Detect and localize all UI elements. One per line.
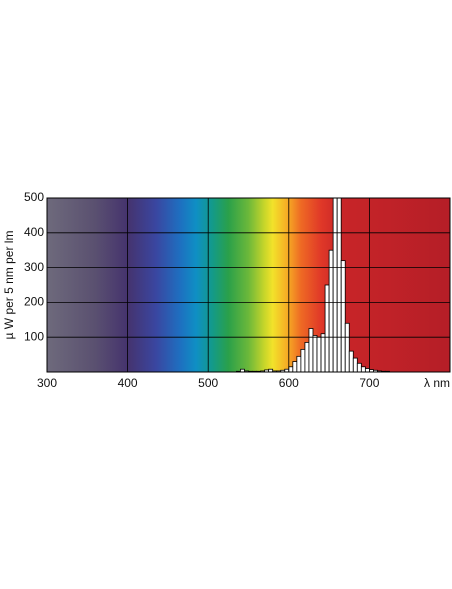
bar [304, 342, 310, 372]
bar [356, 362, 362, 372]
bar [344, 322, 350, 372]
bar [348, 350, 354, 372]
bar [328, 249, 334, 372]
y-axis-label: µ W per 5 nm per lm [2, 231, 16, 340]
bar [352, 357, 358, 372]
x-tick-label: 400 [118, 376, 138, 390]
plot-frame [46, 197, 451, 373]
grid [46, 197, 450, 372]
x-axis-label: λ nm [424, 376, 450, 390]
bar [308, 328, 314, 372]
plot-area [236, 198, 390, 372]
bar [292, 361, 298, 372]
y-tick-label: 500 [24, 190, 44, 204]
bar [336, 198, 342, 372]
bar [340, 260, 346, 372]
bar [312, 335, 318, 372]
y-tick-label: 200 [24, 295, 44, 309]
x-tick-label: 700 [359, 376, 379, 390]
bar [324, 284, 330, 372]
x-tick-label: 600 [279, 376, 299, 390]
y-tick-label: 400 [24, 225, 44, 239]
bar [316, 336, 322, 372]
spectrum-background [47, 198, 450, 372]
bar [332, 198, 338, 372]
y-tick-label: 300 [24, 260, 44, 274]
bar [288, 366, 294, 372]
bar [360, 366, 366, 372]
bar [296, 355, 302, 372]
x-tick-label: 300 [37, 376, 57, 390]
bar [364, 368, 370, 372]
bar [320, 333, 326, 372]
y-tick-label: 100 [24, 329, 44, 343]
x-tick-label: 500 [198, 376, 218, 390]
bar [300, 348, 306, 372]
